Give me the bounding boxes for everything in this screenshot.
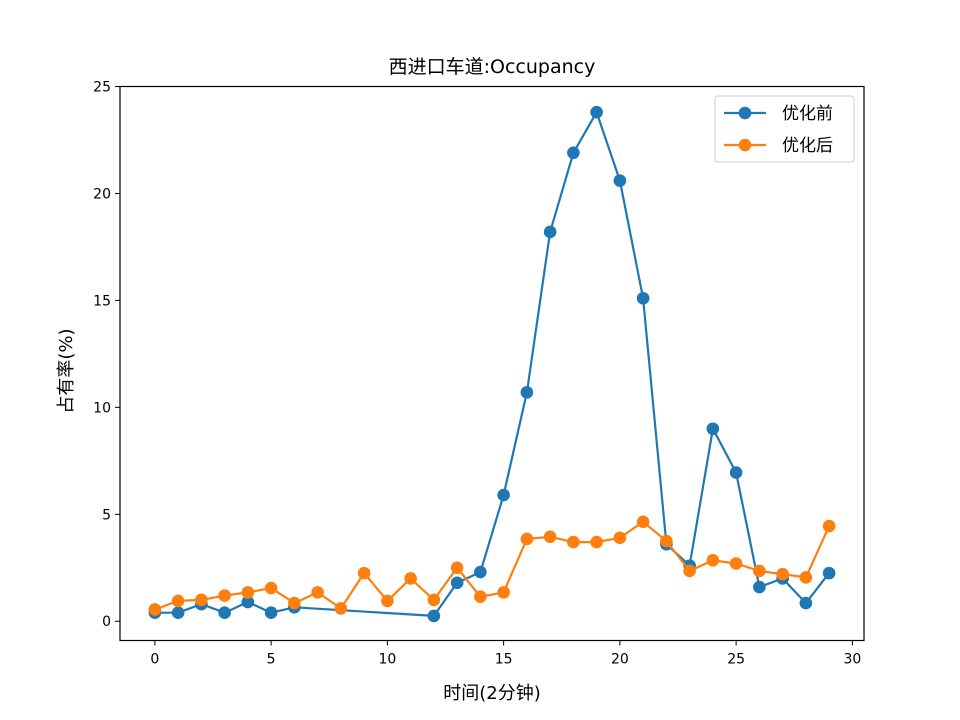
series-1-point [729,466,743,479]
series-1-point [427,609,441,623]
series-2-point [450,561,464,575]
series-2-point [706,553,720,567]
x-tick-label: 30 [843,652,861,668]
legend-label-1: 优化前 [782,104,833,124]
plot-area: 0 5 10 15 20 25 30 0 5 10 15 20 25 [93,80,861,668]
series-1-point [264,606,278,619]
series-2-point [636,515,650,529]
series-2-point [520,532,534,546]
series-2-point [218,589,231,602]
series-1-point [497,488,510,502]
series-2-point [171,594,185,608]
series-1-point [543,225,557,239]
series-2-point [660,534,673,548]
series-2-point [613,531,627,545]
series-1-point [753,580,766,594]
y-tick-label: 20 [93,186,111,202]
series-1-point [450,576,464,590]
series-2-point [264,581,278,595]
series-1-point [241,595,255,609]
series-2-point [683,564,696,578]
series-2-point [543,530,557,544]
series-2-point [334,602,348,615]
series-1-point [520,386,534,399]
series-2-point [357,566,371,580]
series-2-point [776,567,789,581]
y-tick-label: 5 [102,507,111,523]
series-2-point [404,572,417,585]
series-1-point [590,105,603,119]
x-tick-label: 5 [267,652,276,668]
series-2-point [148,603,162,616]
legend-label-2: 优化后 [782,136,833,156]
series-2-point [567,535,580,549]
plot-frame [119,85,865,642]
series-2-point [381,594,394,608]
series-2-point [241,586,255,599]
series-2-point [799,571,813,584]
series-2-point [311,586,324,599]
x-tick-label: 20 [611,652,629,668]
series-1-point [636,291,650,305]
series-1-point [171,606,185,619]
series-2-point [590,535,603,549]
x-axis-title: 时间(2分钟) [443,683,541,704]
x-tick-label: 10 [378,652,396,668]
legend-marker-2 [738,138,752,152]
x-tick-label: 25 [727,652,745,668]
series-2-point [195,593,208,607]
series-1-point [567,146,580,160]
x-tick-label: 15 [495,652,513,668]
series-1-point [799,596,813,610]
series-2-point [822,519,836,533]
series-1-point [822,566,836,580]
y-axis-title: 占有率(%) [56,328,77,413]
series-2-point [753,564,766,578]
series-2-point [474,590,487,603]
series-1-point [218,606,231,619]
series-2-point [497,586,510,599]
y-tick-label: 15 [93,293,111,309]
legend-marker-1 [738,106,752,120]
y-tick-label: 10 [93,400,111,416]
series-2-point [427,593,441,607]
y-tick-label: 0 [102,614,111,630]
chart-title: 西进口车道:Occupancy [389,56,596,78]
series-1-point [613,174,627,187]
series-1-point [706,422,720,436]
series-2-point [729,557,743,570]
series-2-point [288,596,301,610]
y-tick-label: 25 [93,80,111,96]
series-1-point [474,565,487,579]
x-tick-label: 0 [150,652,159,668]
